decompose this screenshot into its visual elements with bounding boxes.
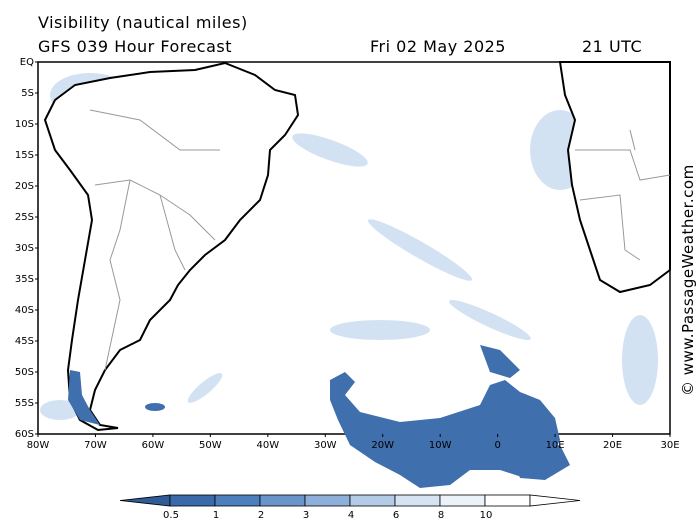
lon-tick-label: 20E <box>603 440 622 451</box>
legend-swatch <box>259 494 306 507</box>
lon-tick-label: 30W <box>314 440 337 451</box>
country-borders <box>89 109 220 371</box>
legend-label: 0.5 <box>163 510 179 521</box>
lat-tick-label: 50S <box>15 367 34 378</box>
legend-swatch <box>439 494 486 507</box>
legend-label: 4 <box>348 510 354 521</box>
lat-tick-label: 15S <box>15 150 34 161</box>
lat-tick-label: EQ <box>20 57 34 68</box>
lat-tick-label: 60S <box>15 429 34 440</box>
legend-arrow-low <box>119 494 171 507</box>
lon-tick-label: 80W <box>27 440 50 451</box>
longitude-axis: 80W 70W 60W 50W 40W 30W 20W 10W 0 10E 20E 30E <box>27 434 680 451</box>
forecast-model-label: GFS 039 Hour Forecast <box>38 37 233 56</box>
forecast-date-label: Fri 02 May 2025 <box>370 37 506 56</box>
patagonia-fog <box>68 370 165 425</box>
dense-fog-area <box>330 345 570 488</box>
lat-tick-label: 55S <box>15 398 34 409</box>
legend-swatch <box>349 494 396 507</box>
lat-tick-label: 30S <box>15 243 34 254</box>
lat-tick-label: 25S <box>15 212 34 223</box>
south-america-landmass <box>43 61 300 432</box>
legend-swatch <box>214 494 261 507</box>
latitude-axis: EQ 5S 10S 15S 20S 25S 30S 35S 40S 45S 50S 55S 60S <box>15 57 38 440</box>
map-title: Visibility (nautical miles) <box>38 13 248 32</box>
africa-borders <box>575 129 671 261</box>
legend-arrow-high <box>529 494 581 507</box>
legend-swatch <box>394 494 441 507</box>
legend-label: 1 <box>213 510 219 521</box>
lat-tick-label: 20S <box>15 181 34 192</box>
lat-tick-label: 45S <box>15 336 34 347</box>
forecast-time-label: 21 UTC <box>582 37 643 56</box>
lat-tick-label: 5S <box>21 88 34 99</box>
legend-swatch <box>304 494 351 507</box>
lon-tick-label: 10E <box>546 440 565 451</box>
lon-tick-label: 20W <box>371 440 394 451</box>
lon-tick-label: 70W <box>84 440 107 451</box>
legend-label: 2 <box>258 510 264 521</box>
legend-label: 6 <box>393 510 399 521</box>
lat-tick-label: 35S <box>15 274 34 285</box>
lat-tick-label: 10S <box>15 119 34 130</box>
legend-swatch <box>169 494 216 507</box>
lon-tick-label: 0 <box>494 440 500 451</box>
legend-label: 10 <box>480 510 493 521</box>
legend-swatch <box>484 494 531 507</box>
lon-tick-label: 40W <box>257 440 280 451</box>
legend-label: 8 <box>438 510 444 521</box>
lon-tick-label: 50W <box>199 440 222 451</box>
credit-text: © www.PassageWeather.com <box>679 164 697 396</box>
lon-tick-label: 60W <box>142 440 165 451</box>
lon-tick-label: 30E <box>660 440 679 451</box>
africa-landmass <box>558 61 671 294</box>
lat-tick-label: 40S <box>15 305 34 316</box>
lon-tick-label: 10W <box>429 440 452 451</box>
legend-label: 3 <box>303 510 309 521</box>
visibility-legend: 0.5 1 2 3 4 6 8 10 <box>119 494 581 521</box>
